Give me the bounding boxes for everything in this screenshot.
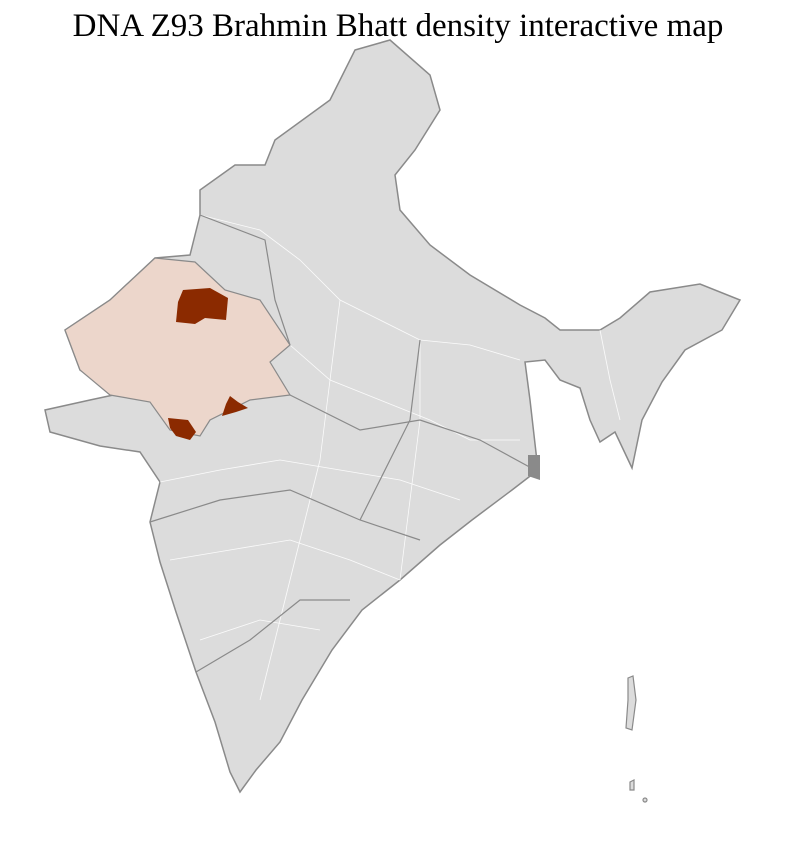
sundarbans <box>528 455 540 480</box>
andaman-islands <box>625 675 648 803</box>
state-borders <box>149 214 536 673</box>
region-chittorgarh[interactable] <box>222 396 248 416</box>
region-sirohi[interactable] <box>168 418 196 440</box>
map-title: DNA Z93 Brahmin Bhatt density interactiv… <box>72 8 724 44</box>
region-rajasthan[interactable] <box>64 257 291 437</box>
region-churu-jhunjhunu[interactable] <box>176 288 228 324</box>
india-outline[interactable] <box>44 39 742 794</box>
district-borders <box>159 214 621 701</box>
